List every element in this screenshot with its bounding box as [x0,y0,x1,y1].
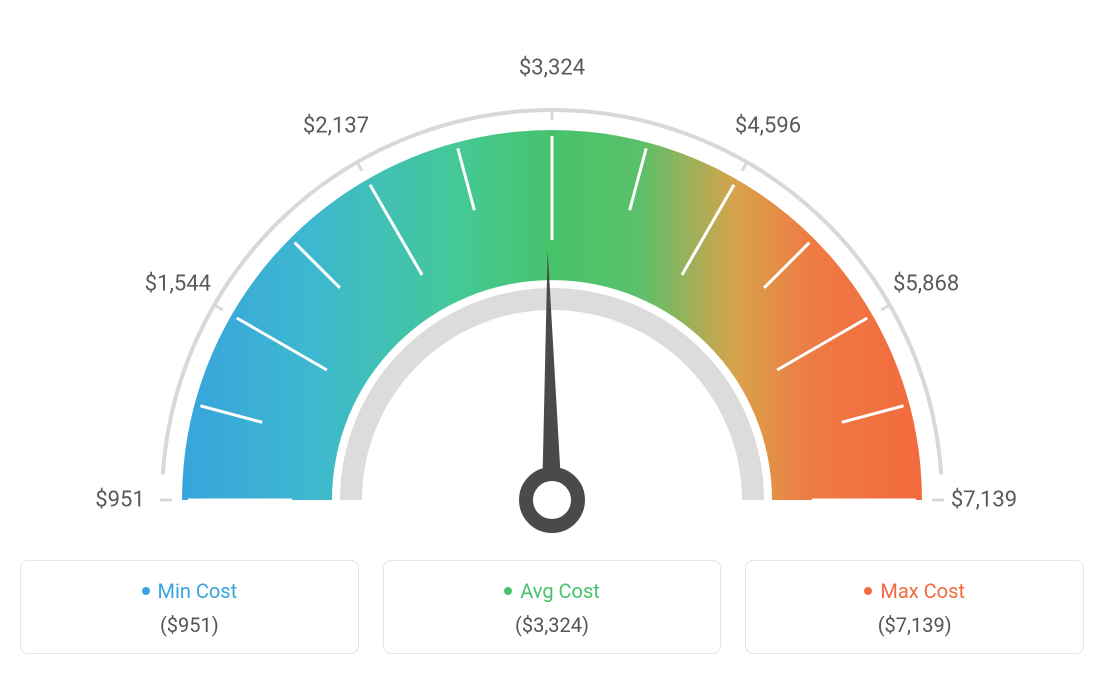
legend-value-min: ($951) [31,613,348,637]
legend-title-text-min: Min Cost [158,579,238,603]
gauge-tick-label: $1,544 [145,272,211,297]
gauge-tick-label: $2,137 [303,113,369,138]
gauge-tick-label: $3,324 [519,56,585,81]
legend-value-max: ($7,139) [756,613,1073,637]
gauge-chart: $951 $1,544 $2,137 $3,324 $4,596 $5,868 $7,139 [20,20,1084,550]
legend-row: Min Cost ($951) Avg Cost ($3,324) Max Co… [20,560,1084,654]
gauge-tick-label: $7,139 [951,488,1017,513]
legend-dot-min [142,587,150,595]
legend-card-max: Max Cost ($7,139) [745,560,1084,654]
legend-dot-max [864,587,872,595]
legend-card-min: Min Cost ($951) [20,560,359,654]
legend-title-avg: Avg Cost [504,579,600,603]
legend-title-max: Max Cost [864,579,965,603]
legend-card-avg: Avg Cost ($3,324) [383,560,722,654]
legend-title-min: Min Cost [142,579,238,603]
gauge-tick-label: $951 [95,488,144,513]
gauge-tick-label: $5,868 [893,272,959,297]
gauge-tick-label: $4,596 [735,113,801,138]
legend-value-avg: ($3,324) [394,613,711,637]
legend-title-text-max: Max Cost [880,579,965,603]
legend-title-text-avg: Avg Cost [520,579,600,603]
legend-dot-avg [504,587,512,595]
